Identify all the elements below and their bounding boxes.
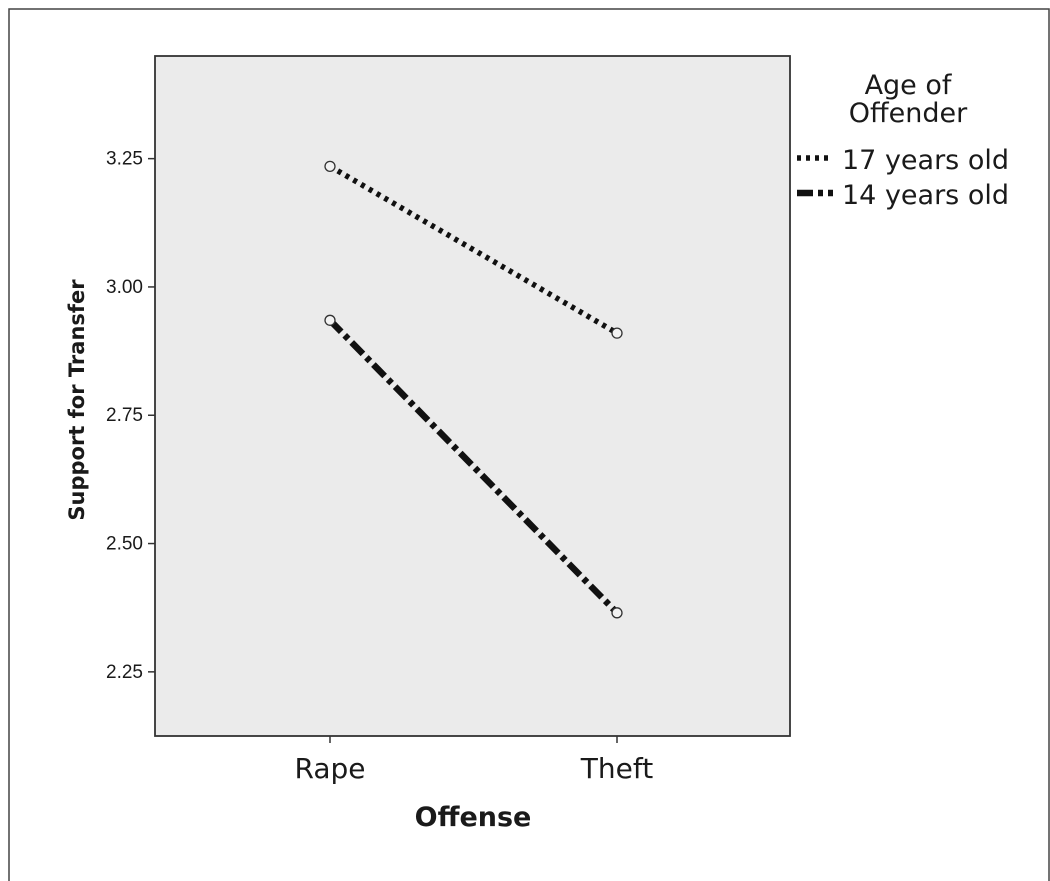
y-tick-label: 2.25 (106, 662, 143, 683)
data-point-marker (324, 314, 336, 326)
series-layer (324, 160, 623, 619)
x-tick-label: Theft (580, 752, 653, 785)
x-axis-title: Offense (415, 802, 532, 833)
y-tick-label: 3.00 (106, 277, 143, 298)
legend-items: 17 years old 14 years old (797, 145, 1009, 211)
legend-label: 17 years old (842, 145, 1009, 176)
legend-label: 14 years old (842, 180, 1009, 211)
data-point-marker (611, 327, 623, 339)
y-axis-title: Support for Transfer (65, 279, 89, 521)
plot-area (154, 55, 791, 737)
series-line (327, 318, 620, 616)
y-tick-label: 3.25 (106, 149, 143, 170)
x-tick-label: Rape (295, 752, 366, 785)
legend: Age of Offender 17 years old 14 years old (797, 70, 1009, 211)
data-point-marker (611, 607, 623, 619)
y-axis: 2.25 2.50 2.75 3.00 3.25 (106, 149, 155, 683)
series-line (328, 163, 619, 336)
x-axis: Rape Theft (295, 736, 653, 785)
legend-title-line-2: Offender (849, 98, 968, 129)
y-tick-label: 2.50 (106, 534, 143, 555)
data-point-marker (324, 160, 336, 172)
legend-title-line-1: Age of (865, 70, 953, 101)
y-tick-label: 2.75 (106, 405, 143, 426)
